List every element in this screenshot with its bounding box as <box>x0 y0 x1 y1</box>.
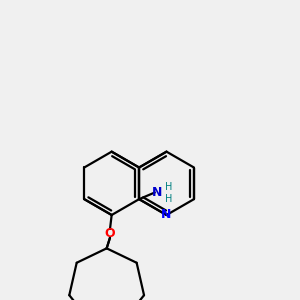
Text: N: N <box>161 208 172 221</box>
Text: O: O <box>105 227 115 240</box>
Text: H: H <box>165 182 172 193</box>
Text: N: N <box>152 186 163 199</box>
Text: H: H <box>165 194 172 203</box>
